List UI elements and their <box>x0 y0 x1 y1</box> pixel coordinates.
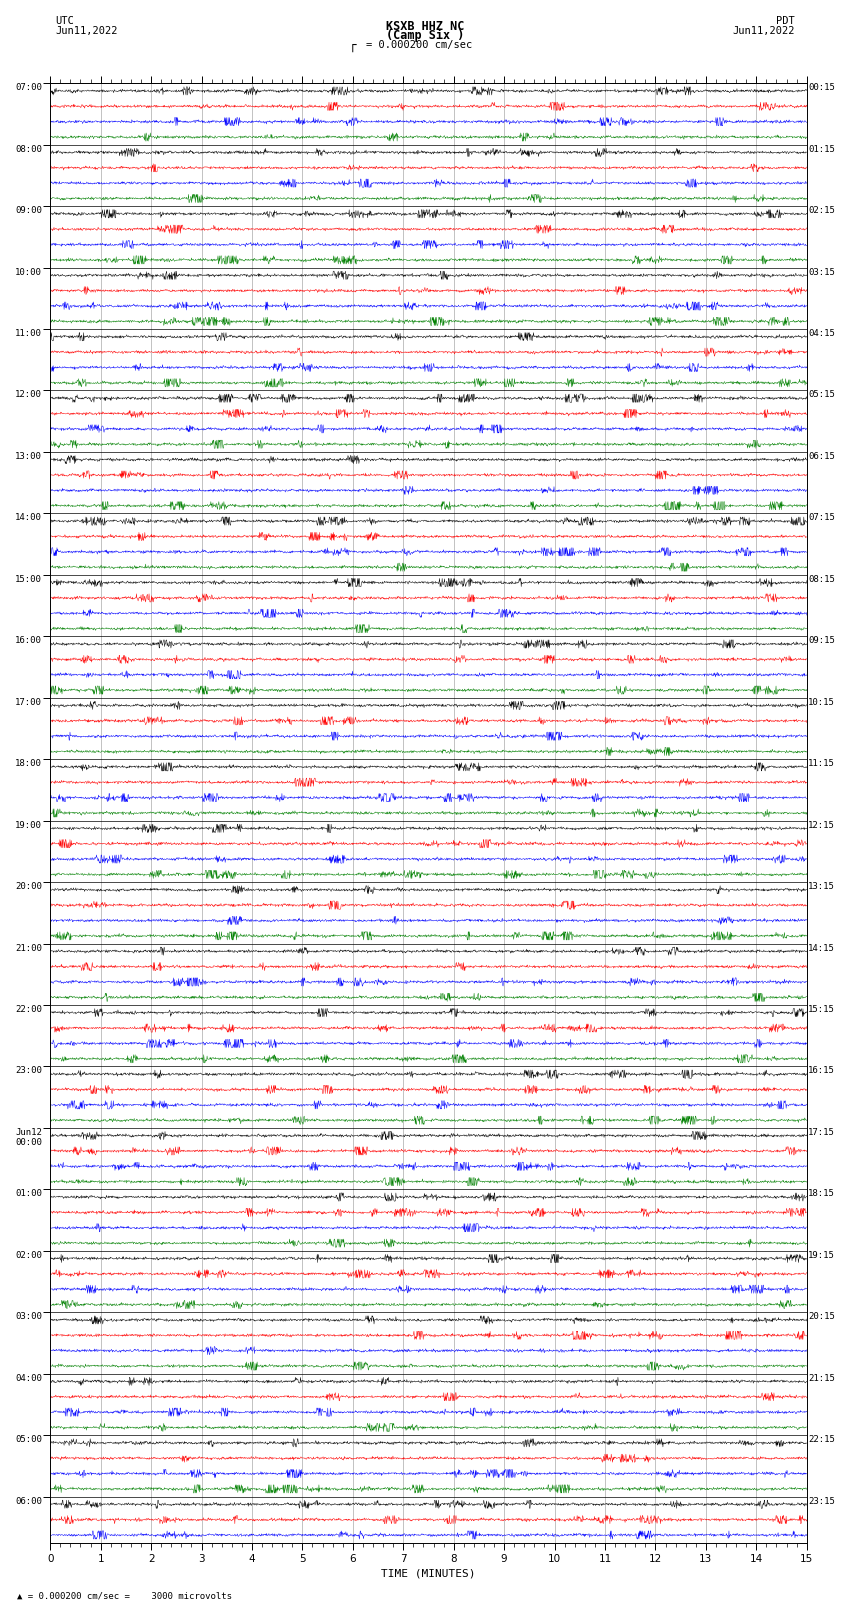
Text: ┌: ┌ <box>349 39 356 52</box>
Text: (Camp Six ): (Camp Six ) <box>386 29 464 42</box>
Text: PDT: PDT <box>776 16 795 26</box>
X-axis label: TIME (MINUTES): TIME (MINUTES) <box>381 1569 476 1579</box>
Text: UTC: UTC <box>55 16 74 26</box>
Text: Jun11,2022: Jun11,2022 <box>55 26 118 35</box>
Text: KSXB HHZ NC: KSXB HHZ NC <box>386 19 464 34</box>
Text: ▲ = 0.000200 cm/sec =    3000 microvolts: ▲ = 0.000200 cm/sec = 3000 microvolts <box>17 1590 232 1600</box>
Text: = 0.000200 cm/sec: = 0.000200 cm/sec <box>366 40 472 50</box>
Text: Jun11,2022: Jun11,2022 <box>732 26 795 35</box>
